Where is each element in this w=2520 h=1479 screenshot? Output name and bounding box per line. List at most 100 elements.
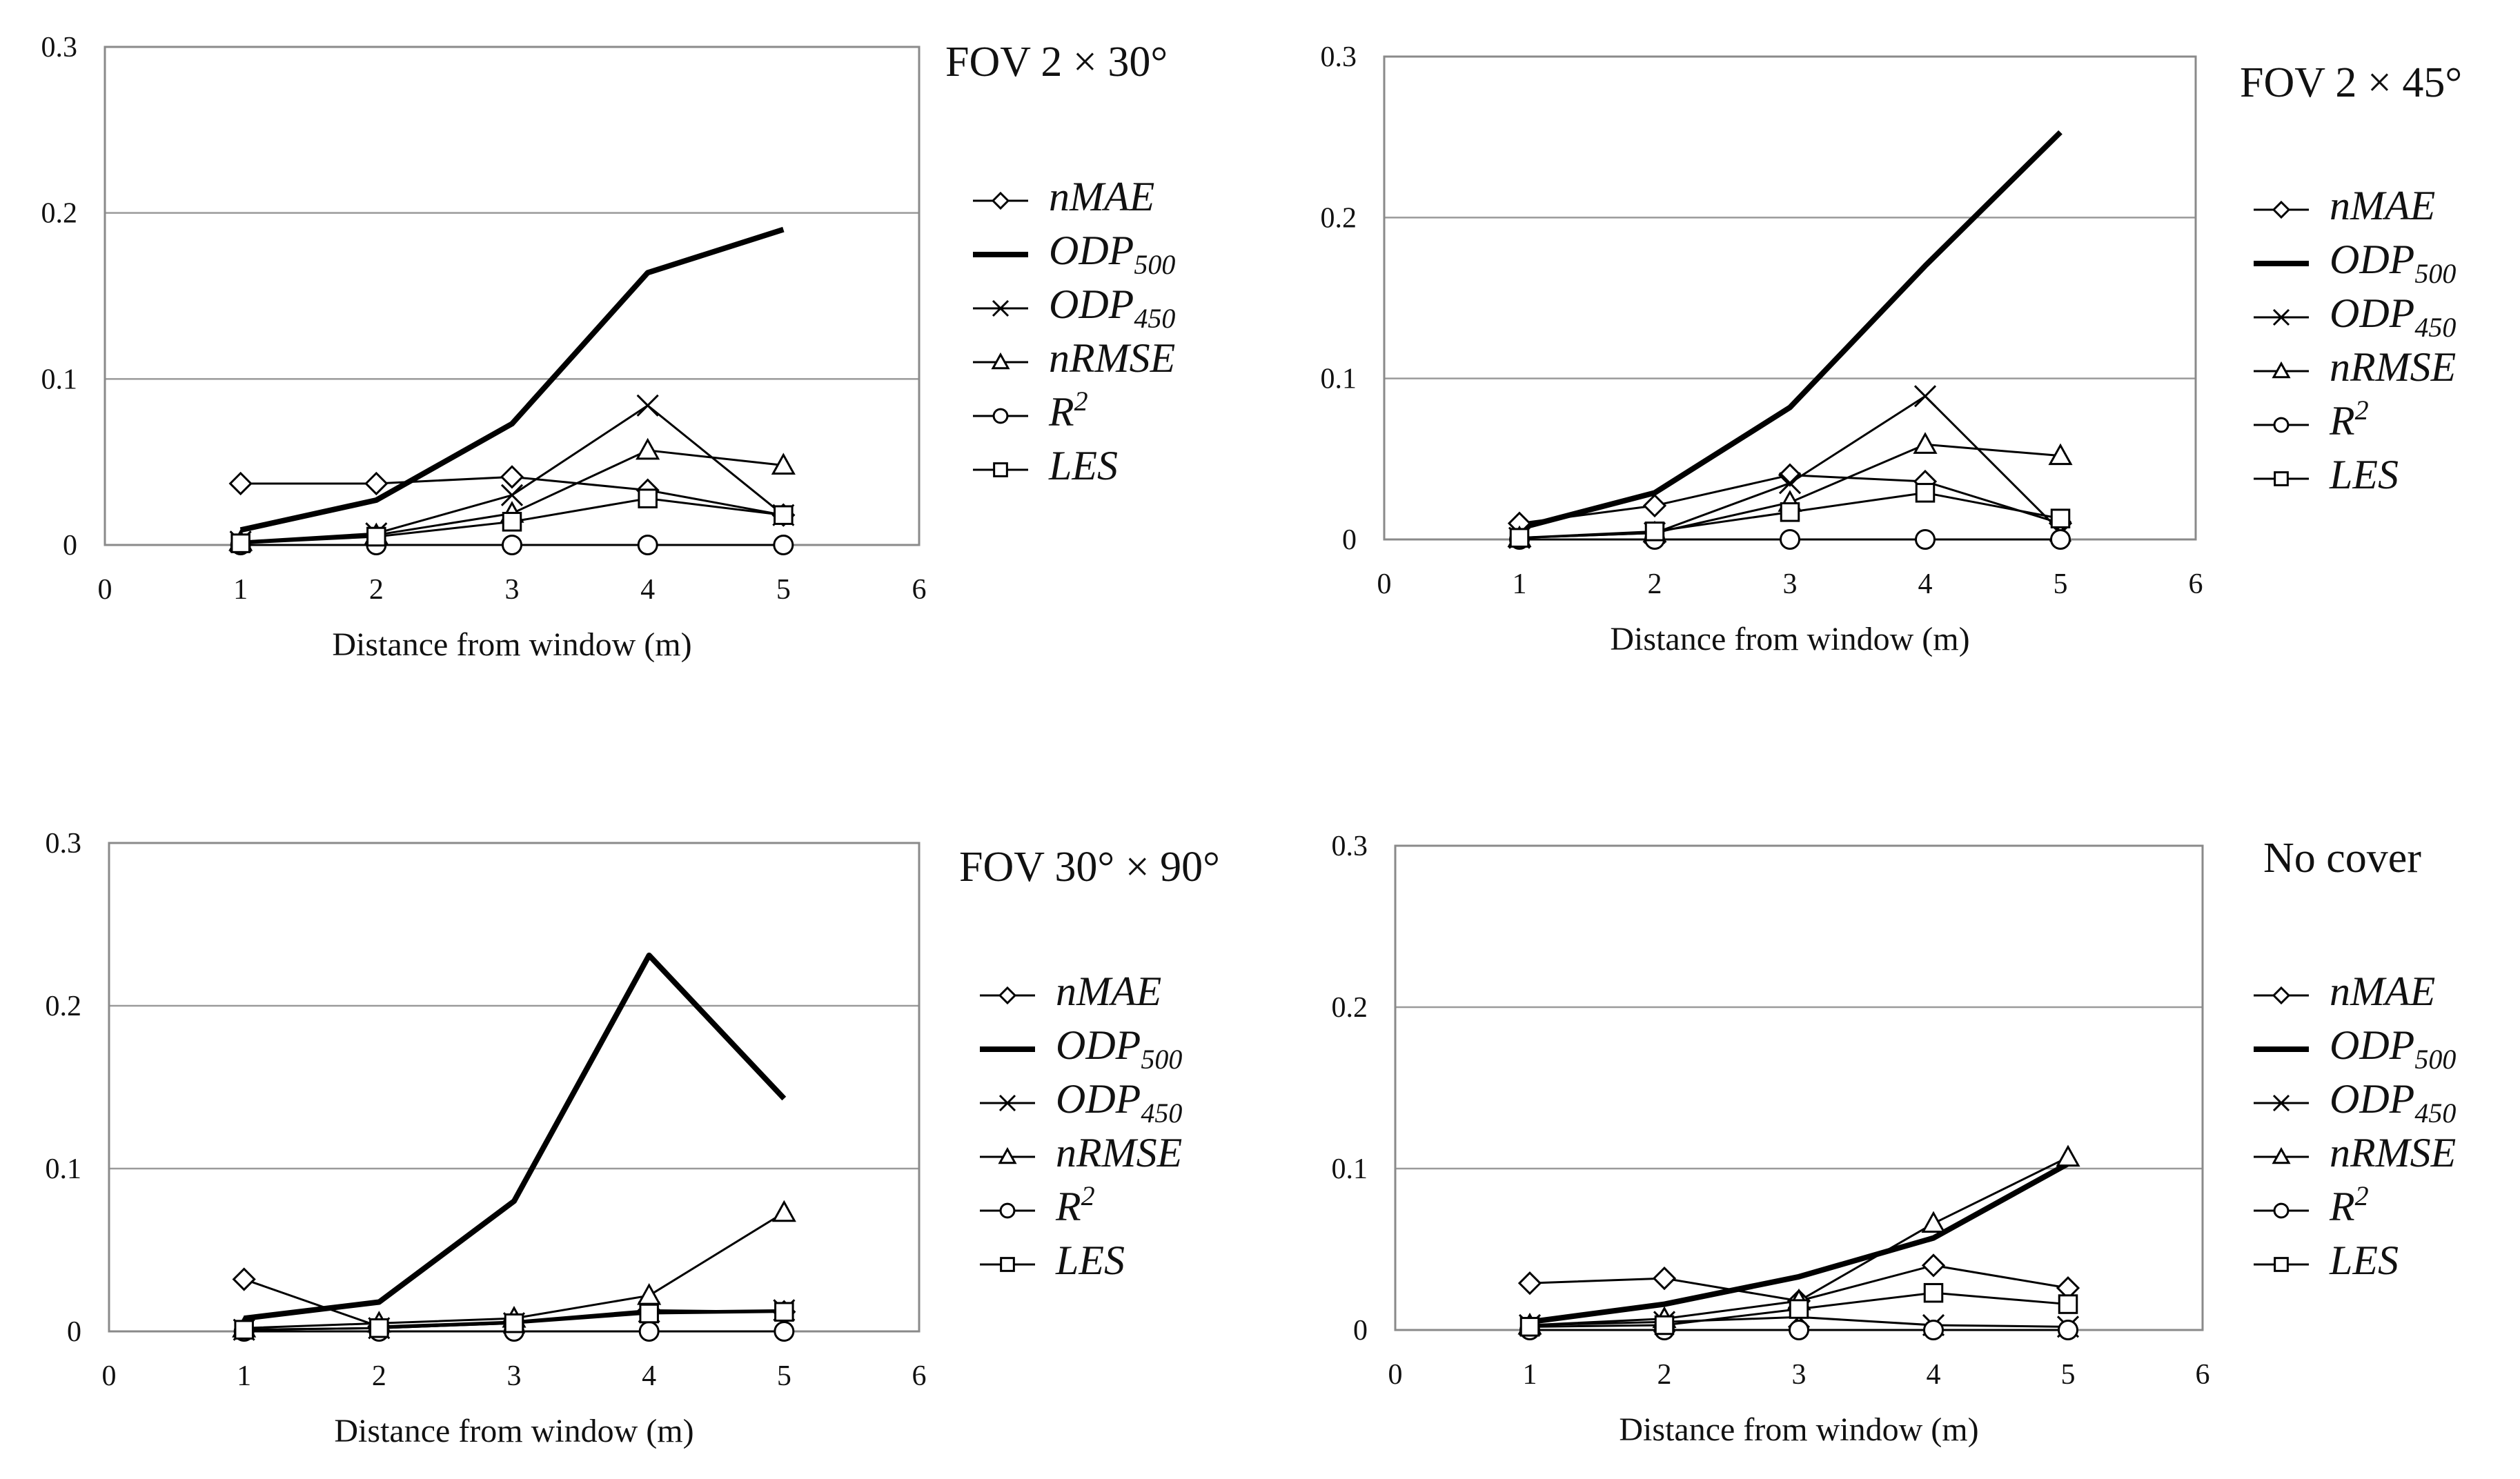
- x-tick-label: 3: [507, 1360, 522, 1392]
- data-point-r2: [774, 1321, 795, 1342]
- series-line-odp500: [1529, 1161, 2069, 1325]
- x-tick-label: 4: [1927, 1359, 1941, 1391]
- y-tick-label: 0.3: [41, 32, 78, 63]
- data-point-nmae: [1517, 1271, 1542, 1296]
- data-point-nrmse: [2056, 1144, 2080, 1167]
- data-point-les: [504, 1313, 524, 1333]
- legend-label-odp500: ODP500: [1049, 228, 1175, 280]
- legend-marker-nmae: [2272, 200, 2291, 219]
- data-point-odp450: [1913, 385, 1937, 408]
- x-tick-label: 1: [237, 1360, 251, 1392]
- y-tick-label: 0.3: [1332, 831, 1368, 862]
- legend-label-odp500: ODP500: [2330, 1022, 2456, 1075]
- legend-label-nrmse: nRMSE: [1056, 1130, 1182, 1175]
- legend-marker-r2: [2273, 1202, 2290, 1219]
- x-tick-label: 5: [2061, 1359, 2076, 1391]
- chart-svg: 0 0.1 0.2 0.3 0 1 2 3 4 5 6 Distance from window (m…: [41, 32, 1176, 663]
- legend-marker-nmae: [991, 191, 1010, 210]
- x-tick-label: 5: [776, 574, 791, 606]
- x-axis-label: Distance from window (m): [332, 626, 691, 663]
- data-point-nrmse: [771, 1200, 796, 1222]
- data-point-nmae: [1652, 1266, 1677, 1291]
- x-tick-label: 5: [777, 1360, 791, 1392]
- data-point-r2: [2058, 1320, 2078, 1340]
- data-point-r2: [1780, 529, 1800, 550]
- chart-title: FOV 2 × 45°: [2240, 59, 2462, 106]
- data-point-r2: [1789, 1320, 1809, 1340]
- x-tick-label: 6: [2189, 568, 2203, 600]
- plot-frame: [1394, 844, 2204, 1331]
- data-point-les: [366, 526, 386, 547]
- data-point-nrmse: [637, 1282, 662, 1305]
- chart-svg: 0 0.1 0.2 0.3 0 1 2 3 4 5 6 Distance from window (m…: [46, 828, 1220, 1449]
- y-tick-label: 0.3: [46, 828, 82, 860]
- legend-marker-odp450: [2272, 1094, 2290, 1112]
- x-tick-label: 4: [642, 1360, 656, 1392]
- data-point-nrmse: [1913, 432, 1938, 454]
- y-tick-label: 0: [1353, 1315, 1368, 1347]
- legend-marker-odp450: [992, 299, 1010, 317]
- legend-label-odp450: ODP450: [2330, 1076, 2456, 1129]
- x-tick-label: 6: [912, 574, 927, 606]
- data-point-odp450: [500, 484, 524, 506]
- x-tick-label: 1: [1523, 1359, 1537, 1391]
- data-point-les: [1654, 1315, 1675, 1336]
- legend-marker-nmae: [2272, 986, 2291, 1005]
- data-point-nmae: [232, 1267, 256, 1291]
- chart-panel-fov-2x30: 0 0.1 0.2 0.3 0 1 2 3 4 5 6 Distance from window (m…: [0, 0, 1260, 740]
- x-tick-label: 3: [505, 574, 520, 606]
- data-point-nmae: [500, 465, 524, 489]
- legend-marker-les: [1000, 1257, 1015, 1272]
- data-point-odp450: [1778, 472, 1802, 495]
- legend-marker-les: [2274, 1257, 2289, 1272]
- data-point-les: [234, 1320, 254, 1340]
- chart-panel-fov-30x90: 0 0.1 0.2 0.3 0 1 2 3 4 5 6 Distance from window (m…: [0, 740, 1260, 1479]
- legend-marker-r2: [999, 1202, 1016, 1219]
- series-line-odp500: [239, 226, 785, 533]
- data-point-nmae: [364, 471, 388, 496]
- data-point-les: [774, 505, 794, 525]
- x-tick-label: 2: [1648, 568, 1662, 600]
- x-tick-label: 1: [1513, 568, 1527, 600]
- y-tick-label: 0: [67, 1316, 81, 1348]
- data-point-les: [639, 1303, 659, 1324]
- chart-title: FOV 30° × 90°: [959, 844, 1220, 891]
- data-point-r2: [1923, 1320, 1944, 1340]
- legend-label-nmae: nMAE: [1049, 174, 1154, 219]
- chart-svg: 0 0.1 0.2 0.3 0 1 2 3 4 5 6 Distance from window (m…: [1321, 41, 2463, 657]
- x-tick-label: 0: [1388, 1359, 1403, 1391]
- data-point-r2: [2050, 529, 2071, 550]
- chart-panel-no-cover: 0 0.1 0.2 0.3 0 1 2 3 4 5 6 Distance from window (m…: [1260, 740, 2520, 1479]
- legend-label-odp450: ODP450: [2330, 290, 2456, 343]
- legend-label-les: LES: [1048, 443, 1118, 488]
- x-tick-label: 0: [98, 574, 112, 606]
- x-tick-label: 3: [1792, 1359, 1807, 1391]
- legend-label-r2: R2: [1055, 1180, 1095, 1229]
- legend-label-r2: R2: [1048, 386, 1088, 435]
- x-tick-label: 4: [1918, 568, 1933, 600]
- data-point-r2: [637, 535, 658, 555]
- legend-label-r2: R2: [2329, 1180, 2369, 1229]
- data-point-nrmse: [2048, 443, 2073, 466]
- legend-label-les: LES: [2329, 1238, 2399, 1283]
- data-point-les: [1789, 1299, 1809, 1319]
- plot-frame: [108, 842, 921, 1333]
- data-point-r2: [502, 535, 522, 555]
- legend-label-les: LES: [1055, 1238, 1125, 1283]
- legend-label-nrmse: nRMSE: [2330, 344, 2456, 390]
- chart-panel-fov-2x45: 0 0.1 0.2 0.3 0 1 2 3 4 5 6 Distance from window (m…: [1260, 0, 2520, 740]
- data-point-r2: [1915, 529, 1936, 550]
- y-tick-label: 0: [63, 530, 77, 562]
- legend-label-odp500: ODP500: [2330, 237, 2456, 289]
- data-point-nrmse: [636, 437, 660, 460]
- y-tick-label: 0.2: [1332, 992, 1368, 1024]
- y-tick-label: 0.2: [46, 991, 82, 1022]
- data-point-les: [502, 512, 522, 532]
- data-point-les: [2050, 508, 2071, 528]
- data-point-nmae: [1642, 493, 1667, 518]
- chart-title: FOV 2 × 30°: [945, 39, 1168, 86]
- chart-title: No cover: [2263, 835, 2421, 882]
- y-tick-label: 0: [1342, 524, 1357, 556]
- series-line-odp500: [244, 952, 787, 1322]
- data-point-les: [638, 488, 658, 508]
